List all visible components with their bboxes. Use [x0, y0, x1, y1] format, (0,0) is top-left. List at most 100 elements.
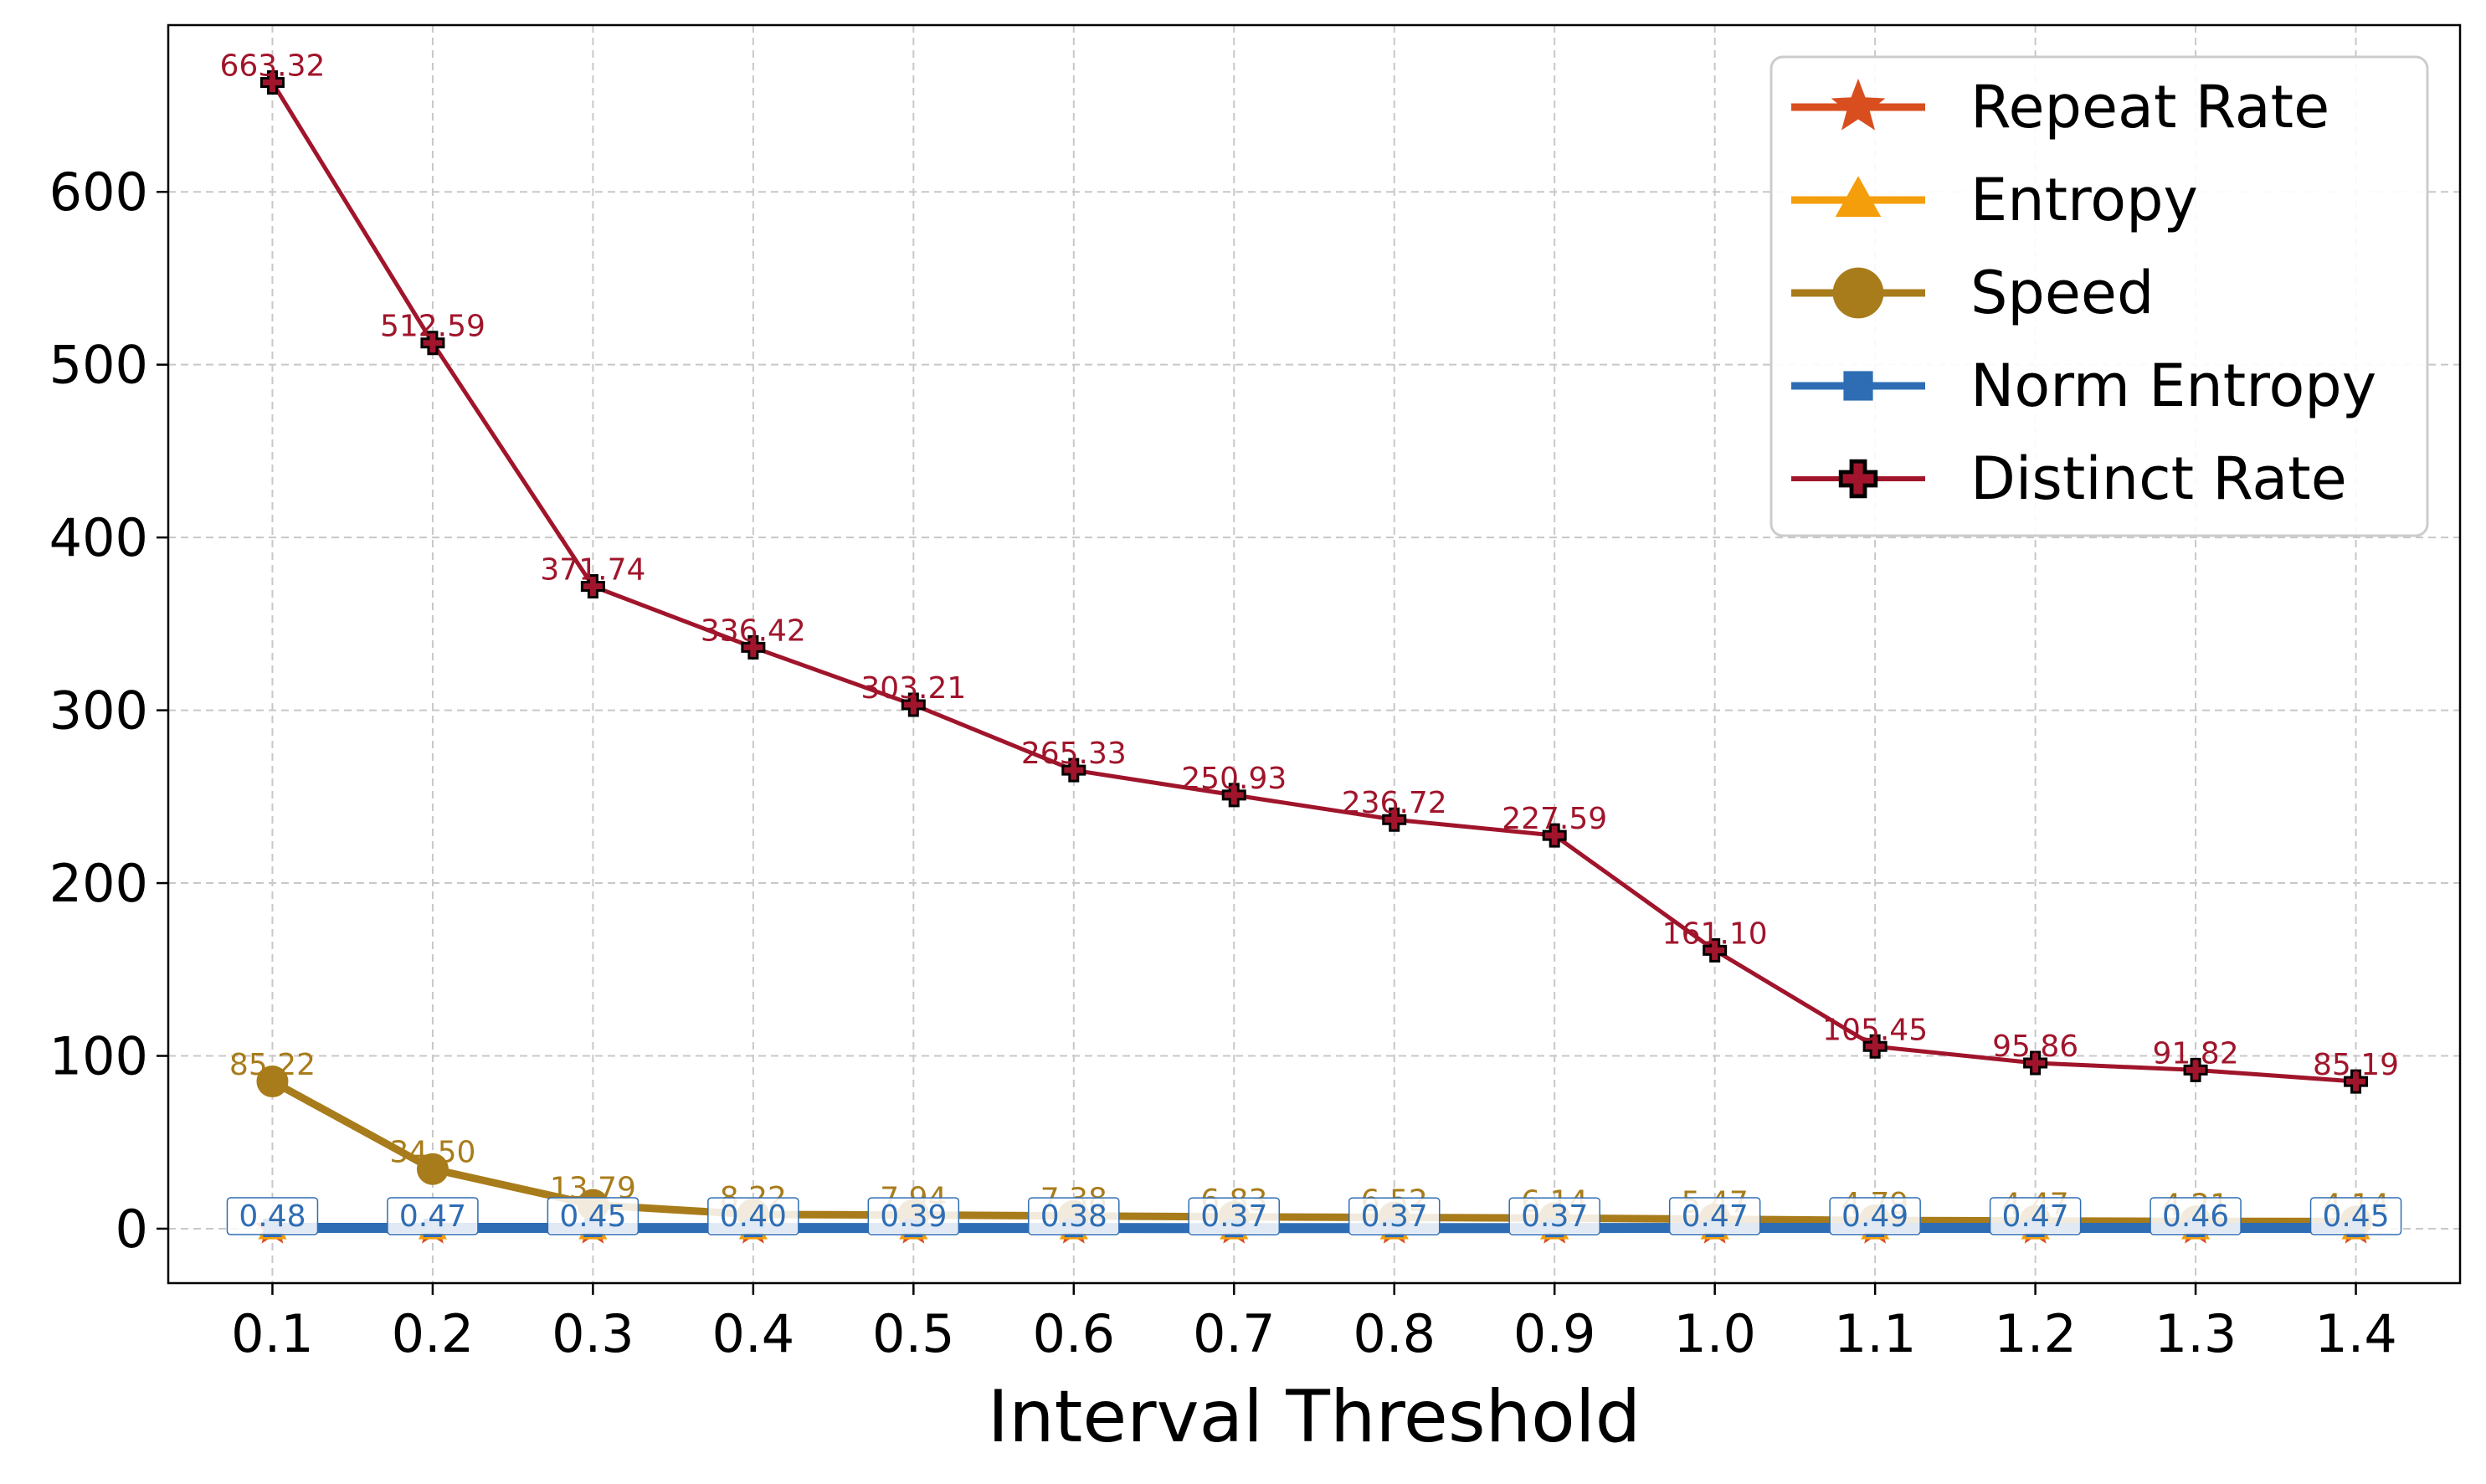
data-label-box: 0.45 [547, 1197, 639, 1235]
data-label: 105.45 [1822, 1013, 1928, 1047]
data-label-box: 0.45 [2309, 1197, 2402, 1235]
y-tick-label: 500 [49, 335, 148, 396]
legend-marker-star [1831, 78, 1886, 131]
data-label-box: 0.39 [867, 1197, 960, 1235]
data-point-plus [1221, 783, 1246, 808]
y-tick-label: 300 [49, 680, 148, 742]
legend-frame [1769, 55, 2429, 537]
data-label: 0.47 [1682, 1199, 1749, 1234]
data-label: 336.42 [701, 614, 806, 648]
x-tick-label: 0.1 [231, 1303, 314, 1364]
data-label: 0.48 [239, 1199, 306, 1234]
x-tick-label: 0.9 [1513, 1303, 1596, 1364]
data-label: 227.59 [1502, 802, 1607, 836]
data-label: 85.22 [229, 1048, 316, 1082]
data-label-box: 0.37 [1348, 1197, 1441, 1235]
data-label: 0.37 [1521, 1199, 1588, 1234]
y-tick-label: 0 [116, 1199, 148, 1260]
legend-label: Entropy [1970, 166, 2198, 234]
data-label: 371.74 [540, 552, 645, 587]
y-tick-label: 600 [49, 162, 148, 223]
legend-marker-triangle [1835, 176, 1882, 218]
y-axis: 0 100 200 300 400 500 600 [49, 162, 168, 1260]
legend-item: Distinct Rate [1791, 444, 2347, 513]
data-label-box: 0.47 [1989, 1197, 2082, 1235]
data-label: 236.72 [1342, 786, 1447, 820]
legend-item: Speed [1791, 259, 2154, 327]
data-label: 0.47 [2002, 1199, 2069, 1234]
x-tick-label: 0.7 [1193, 1303, 1276, 1364]
legend: Repeat Rate Entropy Speed Norm Entropy Disti… [1769, 55, 2429, 537]
data-label-box: 0.38 [1028, 1197, 1120, 1235]
data-label: 0.45 [559, 1199, 626, 1234]
data-label: 0.46 [2162, 1199, 2229, 1234]
series-line [270, 81, 2356, 1084]
x-axis-title: Interval Threshold [988, 1375, 1641, 1459]
data-point-plus [420, 331, 445, 356]
data-label-box: 0.47 [1668, 1197, 1761, 1235]
legend-item: Repeat Rate [1791, 73, 2329, 141]
data-point-plus [741, 634, 766, 660]
legend-marker-square [1843, 371, 1873, 401]
data-labels: 85.2234.5013.798.227.947.386.836.526.145… [219, 49, 2402, 1235]
data-point-plus [1061, 757, 1086, 783]
data-label: 303.21 [860, 671, 966, 706]
plot-area-frame [167, 23, 2462, 1285]
x-tick-label: 1.0 [1673, 1303, 1756, 1364]
x-tick-label: 1.3 [2155, 1303, 2237, 1364]
y-tick-label: 400 [49, 507, 148, 568]
data-point-plus [901, 692, 926, 717]
data-label: 95.86 [1992, 1030, 2078, 1064]
data-label: 265.33 [1021, 737, 1127, 771]
data-label-box: 0.37 [1508, 1197, 1600, 1235]
y-tick-label: 200 [49, 853, 148, 914]
data-point-plus [1862, 1034, 1888, 1059]
data-label-box: 0.40 [707, 1197, 799, 1235]
legend-item: Norm Entropy [1791, 352, 2376, 420]
data-label: 0.40 [720, 1199, 787, 1234]
data-label: 0.39 [880, 1199, 947, 1234]
data-point-plus [1382, 807, 1407, 832]
data-label: 0.37 [1361, 1199, 1428, 1234]
data-point-plus [2183, 1057, 2208, 1082]
legend-label: Distinct Rate [1970, 444, 2347, 513]
x-tick-label: 1.1 [1834, 1303, 1917, 1364]
data-label-box: 0.49 [1829, 1197, 1921, 1235]
series-distinct-rate [259, 70, 2369, 1094]
data-point-plus [2344, 1069, 2369, 1094]
x-tick-label: 0.2 [392, 1303, 475, 1364]
x-tick-label: 1.4 [2314, 1303, 2397, 1364]
data-point-plus [1542, 823, 1567, 848]
data-label: 0.49 [1841, 1199, 1908, 1234]
data-point-plus [1703, 937, 1728, 963]
x-axis: 0.1 0.2 0.3 0.4 0.5 0.6 0.7 0.8 0.9 1.0 1.1 1.2 1.3 1… [231, 1283, 2397, 1364]
data-point-plus [2023, 1050, 2048, 1076]
data-label-box: 0.37 [1188, 1197, 1281, 1235]
data-label: 0.47 [399, 1199, 466, 1234]
data-label: 512.59 [380, 310, 485, 344]
data-label: 0.38 [1040, 1199, 1107, 1234]
data-label: 91.82 [2153, 1036, 2239, 1071]
x-tick-label: 0.4 [712, 1303, 795, 1364]
x-tick-label: 0.6 [1032, 1303, 1115, 1364]
data-point-plus [259, 70, 285, 95]
data-point-circle [256, 1066, 289, 1098]
legend-label: Norm Entropy [1970, 352, 2376, 420]
x-tick-label: 0.5 [872, 1303, 955, 1364]
data-label: 0.37 [1200, 1199, 1267, 1234]
data-label-box: 0.46 [2150, 1197, 2242, 1235]
data-label-box: 0.47 [387, 1197, 479, 1235]
data-label: 34.50 [389, 1136, 475, 1170]
data-point-plus [580, 573, 605, 598]
x-tick-label: 1.2 [1994, 1303, 2077, 1364]
x-tick-label: 0.3 [552, 1303, 634, 1364]
legend-marker-plus [1838, 459, 1878, 499]
legend-item: Entropy [1791, 166, 2198, 234]
data-label: 0.45 [2322, 1199, 2389, 1234]
x-tick-label: 0.8 [1353, 1303, 1436, 1364]
legend-label: Repeat Rate [1970, 73, 2329, 141]
data-label: 250.93 [1181, 762, 1287, 796]
y-tick-label: 100 [49, 1026, 148, 1087]
data-label-box: 0.48 [226, 1197, 319, 1235]
